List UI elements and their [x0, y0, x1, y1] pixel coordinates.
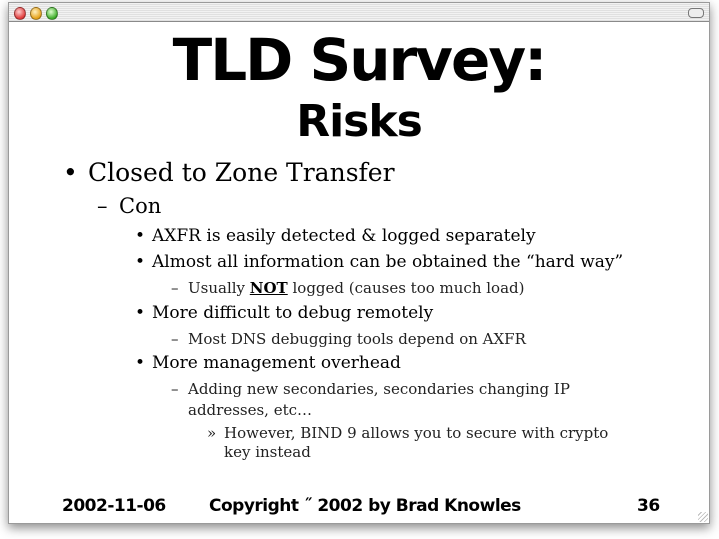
emphasis: NOT — [249, 279, 288, 297]
slide: TLD Survey: Risks • Closed to Zone Trans… — [9, 22, 709, 523]
bullet-level3: Almost all information can be obtained t… — [152, 252, 624, 272]
bullet-level4: Usually NOT logged (causes too much load… — [188, 279, 524, 297]
bullet-level3: More management overhead — [152, 353, 401, 373]
close-button[interactable] — [14, 7, 26, 20]
bullet-level5-cont: key instead — [224, 443, 311, 461]
resize-grip-icon[interactable] — [698, 512, 708, 522]
dash-marker: – — [171, 330, 179, 348]
toolbar-toggle-button[interactable] — [688, 8, 704, 18]
slide-title: TLD Survey: — [172, 26, 548, 94]
dash-marker: – — [97, 194, 108, 218]
bullet-level4: Most DNS debugging tools depend on AXFR — [188, 330, 526, 348]
bullet-marker: • — [135, 353, 146, 373]
slide-number: 36 — [637, 496, 660, 516]
text: logged (causes too much load) — [287, 279, 525, 297]
presentation-window: TLD Survey: Risks • Closed to Zone Trans… — [8, 2, 710, 524]
zoom-button[interactable] — [46, 7, 58, 20]
bullet-marker: • — [63, 158, 78, 187]
minimize-button[interactable] — [30, 7, 42, 20]
bullet-marker: • — [135, 252, 146, 272]
bullet-level3: AXFR is easily detected & logged separat… — [152, 226, 536, 246]
chevron-marker: » — [207, 424, 217, 442]
bullet-marker: • — [135, 303, 146, 323]
bullet-level3: More difficult to debug remotely — [152, 303, 434, 323]
dash-marker: – — [171, 279, 179, 297]
bullet-level1: Closed to Zone Transfer — [88, 158, 395, 187]
bullet-marker: • — [135, 226, 146, 246]
bullet-level4-cont: addresses, etc… — [188, 401, 313, 419]
slide-subtitle: Risks — [296, 96, 423, 147]
title-bar[interactable] — [9, 3, 709, 22]
footer-copyright: Copyright ˝ 2002 by Brad Knowles — [209, 496, 521, 516]
footer-date: 2002-11-06 — [62, 496, 166, 516]
bullet-level4: Adding new secondaries, secondaries chan… — [188, 380, 570, 398]
text: Usually — [188, 279, 250, 297]
bullet-level2: Con — [119, 194, 162, 218]
bullet-level5: However, BIND 9 allows you to secure wit… — [224, 424, 609, 442]
dash-marker: – — [171, 380, 179, 398]
